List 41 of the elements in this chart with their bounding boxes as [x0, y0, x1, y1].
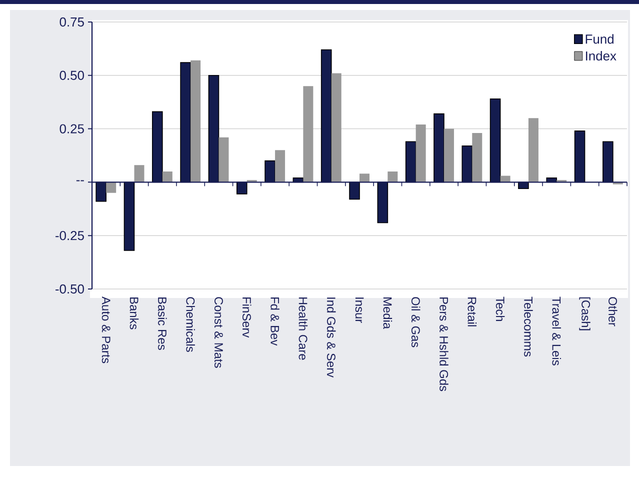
bar — [134, 165, 144, 182]
bar — [360, 174, 370, 182]
x-tick-label: [Cash] — [579, 297, 590, 330]
y-tick-label: -0.50 — [56, 284, 84, 294]
bar — [416, 124, 426, 182]
bar — [106, 182, 116, 193]
x-tick-label: Fd & Bev — [270, 297, 280, 346]
bar — [331, 73, 342, 182]
bar — [218, 137, 229, 182]
bar — [472, 133, 482, 182]
bar — [303, 86, 314, 182]
x-tick-label: Media — [383, 297, 392, 330]
x-tick-label: Telecomms — [524, 296, 533, 357]
bar — [190, 60, 201, 182]
x-tick-label: Auto & Parts — [102, 296, 110, 364]
y-tick-label: 0.50 — [60, 70, 84, 80]
x-tick-label: FinServ — [242, 297, 252, 338]
x-tick-label: Travel & Leis — [552, 296, 561, 366]
x-tick-label: Ind Gds & Serv — [326, 298, 336, 378]
legend-label: Index — [586, 51, 616, 61]
bar — [388, 172, 398, 182]
bar — [528, 118, 538, 182]
bar — [444, 128, 454, 182]
x-tick-label: Chemicals — [186, 297, 195, 352]
x-tick-label: Health Care — [298, 297, 308, 360]
x-tick-label: Oil & Gas — [411, 297, 420, 348]
x-tick-label: Retail — [468, 297, 477, 326]
x-tick-label: Pers & Hshld Gds — [440, 297, 448, 392]
x-tick-label: Tech — [496, 296, 505, 321]
y-tick-label: 0.75 — [60, 17, 84, 27]
x-tick-label: Insur — [355, 298, 364, 323]
x-tick-label: Const & Mats — [214, 297, 223, 368]
bar — [162, 172, 172, 182]
y-tick-label: -0.25 — [56, 230, 84, 240]
x-tick-label: Basic Res — [158, 297, 167, 350]
x-tick-label: Other — [608, 297, 618, 326]
y-tick-label: -- — [76, 180, 84, 182]
legend-label: Fund — [586, 34, 614, 44]
y-tick-label: 0.25 — [60, 124, 84, 134]
bar — [275, 150, 286, 182]
x-tick-label: Banks — [130, 297, 139, 330]
